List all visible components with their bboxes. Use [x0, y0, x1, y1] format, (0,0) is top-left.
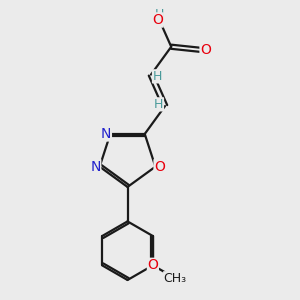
Text: H: H — [152, 70, 162, 83]
Text: O: O — [148, 258, 158, 272]
Text: O: O — [200, 43, 211, 57]
Text: H: H — [154, 8, 164, 21]
Text: O: O — [152, 13, 163, 27]
Text: O: O — [154, 160, 165, 174]
Text: CH₃: CH₃ — [164, 272, 187, 285]
Text: N: N — [101, 127, 111, 141]
Text: N: N — [90, 160, 101, 174]
Text: H: H — [154, 98, 164, 111]
